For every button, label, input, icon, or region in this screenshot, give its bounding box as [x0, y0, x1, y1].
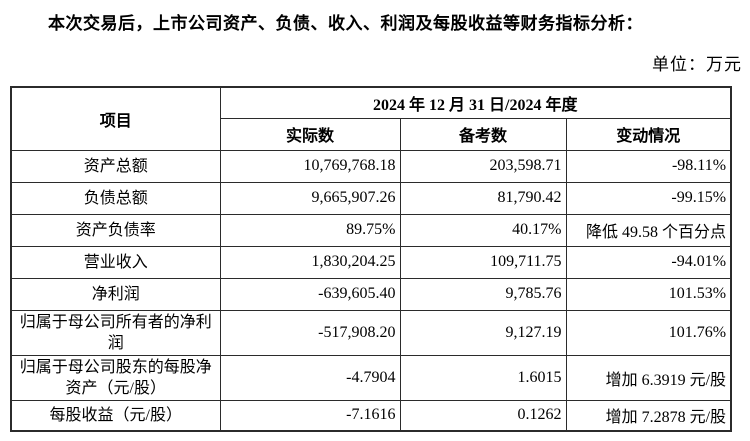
- item-cell: 归属于母公司股东的每股净资产（元/股）: [10, 354, 221, 401]
- item-cell: 资产总额: [10, 149, 221, 183]
- table-row: 净利润 -639,605.40 9,785.76 101.53%: [10, 277, 732, 311]
- proforma-cell: 1.6015: [399, 354, 567, 401]
- header-cell-actual: 实际数: [219, 117, 401, 151]
- actual-cell: 9,665,907.26: [219, 181, 401, 215]
- table-row: 资产负债率 89.75% 40.17% 降低 49.58 个百分点: [10, 213, 732, 247]
- change-cell: -94.01%: [565, 245, 732, 279]
- table-row: 营业收入 1,830,204.25 109,711.75 -94.01%: [10, 245, 732, 279]
- change-cell: -99.15%: [565, 181, 732, 215]
- header-row-subcolumns: 实际数 备考数 变动情况: [11, 117, 732, 151]
- table-header: 项目 2024 年 12 月 31 日/2024 年度 实际数 备考数 变动情况: [10, 86, 732, 151]
- actual-cell: 1,830,204.25: [219, 245, 401, 279]
- change-cell: -98.11%: [565, 149, 732, 183]
- table-body: 资产总额 10,769,768.18 203,598.71 -98.11% 负债…: [10, 149, 732, 432]
- item-cell: 每股收益（元/股）: [10, 399, 221, 432]
- proforma-cell: 9,127.19: [399, 309, 567, 356]
- actual-cell: -4.7904: [219, 354, 401, 401]
- proforma-cell: 109,711.75: [399, 245, 567, 279]
- change-cell: 增加 7.2878 元/股: [565, 399, 732, 432]
- change-cell: 降低 49.58 个百分点: [565, 213, 732, 247]
- change-cell: 101.53%: [565, 277, 732, 311]
- header-cell-change: 变动情况: [565, 117, 732, 151]
- header-row-period: 项目 2024 年 12 月 31 日/2024 年度: [10, 86, 732, 151]
- header-cell-proforma: 备考数: [399, 117, 567, 151]
- change-cell: 101.76%: [565, 309, 732, 356]
- proforma-cell: 40.17%: [399, 213, 567, 247]
- item-cell: 资产负债率: [10, 213, 221, 247]
- proforma-cell: 81,790.42: [399, 181, 567, 215]
- table-row: 归属于母公司股东的每股净资产（元/股） -4.7904 1.6015 增加 6.…: [10, 354, 732, 401]
- actual-cell: -639,605.40: [219, 277, 401, 311]
- item-cell: 营业收入: [10, 245, 221, 279]
- actual-cell: 10,769,768.18: [219, 149, 401, 183]
- proforma-cell: 9,785.76: [399, 277, 567, 311]
- item-cell: 负债总额: [10, 181, 221, 215]
- table-row: 负债总额 9,665,907.26 81,790.42 -99.15%: [10, 181, 732, 215]
- financial-indicators-table: 项目 2024 年 12 月 31 日/2024 年度 实际数 备考数 变动情况…: [10, 86, 733, 432]
- document-title: 本次交易后，上市公司资产、负债、收入、利润及每股收益等财务指标分析：: [48, 14, 643, 33]
- unit-label: 单位：万元: [652, 55, 742, 74]
- item-cell: 归属于母公司所有者的净利润: [10, 309, 221, 356]
- item-cell: 净利润: [10, 277, 221, 311]
- change-cell: 增加 6.3919 元/股: [565, 354, 732, 401]
- actual-cell: -7.1616: [219, 399, 401, 432]
- table-row: 归属于母公司所有者的净利润 -517,908.20 9,127.19 101.7…: [10, 309, 732, 356]
- header-cell-period: 2024 年 12 月 31 日/2024 年度: [219, 86, 732, 119]
- proforma-cell: 203,598.71: [399, 149, 567, 183]
- actual-cell: 89.75%: [219, 213, 401, 247]
- table-row: 资产总额 10,769,768.18 203,598.71 -98.11%: [10, 149, 732, 183]
- proforma-cell: 0.1262: [399, 399, 567, 432]
- table-row: 每股收益（元/股） -7.1616 0.1262 增加 7.2878 元/股: [10, 399, 732, 432]
- actual-cell: -517,908.20: [219, 309, 401, 356]
- header-cell-item: 项目: [10, 86, 221, 151]
